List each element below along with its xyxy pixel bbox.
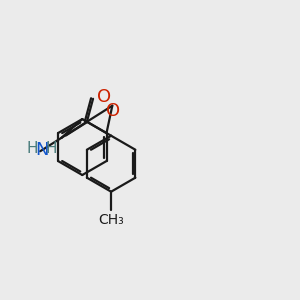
Text: H: H (26, 141, 38, 156)
Text: N: N (35, 141, 48, 159)
Text: H: H (46, 141, 57, 156)
Text: O: O (97, 88, 111, 106)
Text: O: O (106, 102, 121, 120)
Text: CH₃: CH₃ (98, 213, 124, 227)
